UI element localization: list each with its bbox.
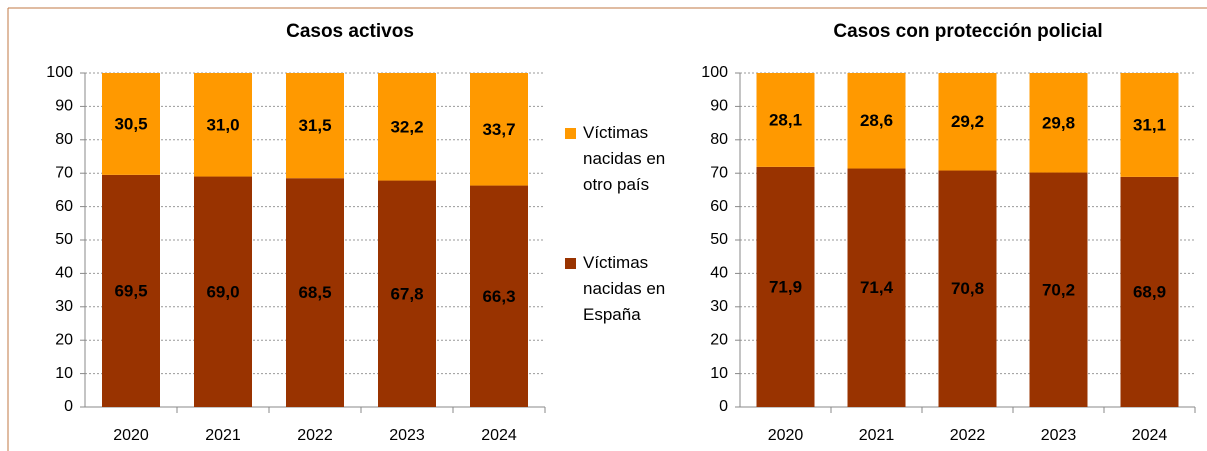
value-label: 28,1	[769, 110, 802, 129]
y-tick-label: 70	[710, 164, 728, 181]
bar-segment	[286, 73, 344, 179]
value-label: 31,5	[298, 116, 331, 135]
bar-segment	[1120, 176, 1179, 407]
value-label: 68,9	[1133, 282, 1166, 301]
y-tick-label: 40	[710, 265, 728, 282]
bar-segment	[378, 180, 436, 407]
legend-label: Víctimas nacidas en otro país	[583, 123, 666, 194]
value-label: 32,2	[390, 117, 423, 136]
value-label: 29,8	[1042, 113, 1075, 132]
bar-segment	[938, 73, 997, 171]
value-label: 70,2	[1042, 280, 1075, 299]
bar-segment	[847, 73, 906, 169]
x-tick-label: 2022	[950, 427, 986, 444]
x-tick-label: 2024	[481, 427, 517, 444]
chart-title: Casos con protección policial	[833, 21, 1102, 42]
y-tick-label: 10	[710, 365, 728, 382]
value-label: 69,0	[206, 282, 239, 301]
value-label: 28,6	[860, 111, 893, 130]
x-tick-label: 2020	[113, 427, 149, 444]
bar-segment	[470, 185, 528, 407]
legend-swatch	[565, 128, 576, 139]
y-tick-label: 0	[64, 398, 73, 415]
y-tick-label: 90	[55, 98, 73, 115]
y-tick-label: 30	[710, 298, 728, 315]
chart-title: Casos activos	[286, 21, 414, 42]
y-tick-label: 50	[55, 231, 73, 248]
y-tick-label: 100	[46, 64, 73, 81]
x-tick-label: 2023	[389, 427, 425, 444]
bar-segment	[470, 73, 528, 186]
value-label: 31,0	[206, 115, 239, 134]
bar-segment	[756, 166, 815, 407]
x-tick-label: 2024	[1132, 427, 1168, 444]
bar-segment	[847, 168, 906, 407]
bar-segment	[756, 73, 815, 167]
y-tick-label: 0	[719, 398, 728, 415]
x-tick-label: 2023	[1041, 427, 1077, 444]
value-label: 31,1	[1133, 115, 1166, 134]
bar-segment	[194, 73, 252, 177]
y-tick-label: 20	[710, 331, 728, 348]
bar-segment	[378, 73, 436, 181]
x-tick-label: 2021	[859, 427, 895, 444]
y-tick-label: 10	[55, 365, 73, 382]
bar-segment	[938, 170, 997, 407]
y-tick-label: 90	[710, 98, 728, 115]
value-label: 29,2	[951, 112, 984, 131]
legend-swatch	[565, 258, 576, 269]
bar-segment	[1029, 73, 1088, 173]
y-tick-label: 40	[55, 265, 73, 282]
value-label: 70,8	[951, 279, 984, 298]
y-tick-label: 60	[55, 198, 73, 215]
bar-segment	[1029, 172, 1088, 407]
y-tick-label: 50	[710, 231, 728, 248]
value-label: 30,5	[114, 114, 147, 133]
y-tick-label: 100	[701, 64, 728, 81]
x-tick-label: 2022	[297, 427, 333, 444]
bar-segment	[102, 73, 160, 175]
value-label: 71,4	[860, 278, 894, 297]
bar-segment	[286, 178, 344, 407]
legend-label: Víctimas nacidas en España	[583, 253, 666, 324]
bar-segment	[1120, 73, 1179, 177]
value-label: 66,3	[482, 287, 515, 306]
bar-segment	[194, 176, 252, 407]
y-tick-label: 70	[55, 164, 73, 181]
x-tick-label: 2020	[768, 427, 804, 444]
value-label: 33,7	[482, 120, 515, 139]
value-label: 69,5	[114, 281, 147, 300]
value-label: 67,8	[390, 284, 423, 303]
y-tick-label: 80	[55, 131, 73, 148]
y-tick-label: 60	[710, 198, 728, 215]
y-tick-label: 30	[55, 298, 73, 315]
value-label: 68,5	[298, 283, 331, 302]
y-tick-label: 80	[710, 131, 728, 148]
bar-segment	[102, 174, 160, 407]
x-tick-label: 2021	[205, 427, 241, 444]
y-tick-label: 20	[55, 331, 73, 348]
value-label: 71,9	[769, 277, 802, 296]
